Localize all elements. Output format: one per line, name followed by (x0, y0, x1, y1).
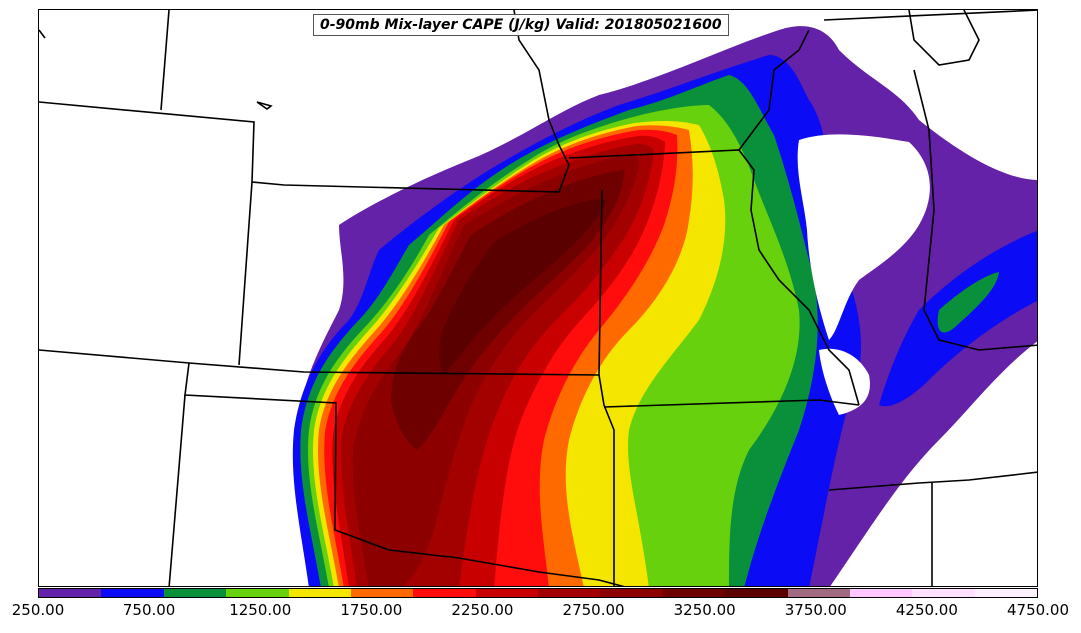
border-line (598, 374, 615, 586)
colorbar-tick-label: 2250.00 (451, 601, 514, 619)
map-title: 0-90mb Mix-layer CAPE (J/kg) Valid: 2018… (313, 14, 729, 36)
border-line (913, 69, 1037, 351)
colorbar-segment (475, 589, 538, 597)
colorbar-segment (849, 589, 913, 597)
colorbar-segment (288, 589, 351, 597)
colorbar-segment (600, 589, 663, 597)
border-line (908, 10, 980, 66)
border-line (256, 101, 273, 110)
colorbar-segment (974, 589, 1037, 597)
colorbar-segment (787, 589, 850, 597)
colorbar-segment (725, 589, 788, 597)
border-line (828, 471, 1037, 491)
colorbar-segment (163, 589, 227, 597)
map-panel (38, 9, 1038, 587)
colorbar-tick-label: 4250.00 (895, 601, 958, 619)
colorbar-segment (226, 589, 289, 597)
border-line (603, 399, 860, 408)
colorbar-segment (662, 589, 726, 597)
colorbar-segment (350, 589, 414, 597)
border-line (184, 362, 625, 586)
border-line (238, 181, 253, 366)
colorbar-tick-label: 250.00 (11, 601, 65, 619)
colorbar-tick-label: 1750.00 (340, 601, 403, 619)
colorbar-tick-label: 3750.00 (784, 601, 847, 619)
colorbar-tick-label: 4750.00 (1006, 601, 1070, 619)
state-boundaries (39, 10, 1037, 586)
colorbar-tick-label: 750.00 (122, 601, 176, 619)
colorbar-tick-label: 3250.00 (673, 601, 736, 619)
colorbar-segment (101, 589, 164, 597)
border-line (39, 29, 46, 39)
border-line (160, 10, 170, 111)
cape-gap-region (797, 134, 930, 340)
border-line (568, 149, 860, 406)
colorbar-segment (39, 589, 102, 597)
border-line (513, 10, 570, 193)
colorbar (38, 588, 1038, 598)
colorbar-segment (538, 589, 601, 597)
colorbar-segment (912, 589, 975, 597)
colorbar-segment (413, 589, 476, 597)
border-line (39, 189, 603, 376)
border-line (823, 10, 1037, 21)
border-line (738, 29, 810, 151)
cape-map (39, 10, 1037, 586)
cape-east-band (937, 272, 999, 333)
colorbar-ticks: 250.00 750.00 1250.00 1750.00 2250.00 2750.00… (0, 601, 1081, 625)
colorbar-tick-label: 1250.00 (229, 601, 292, 619)
cape-contours (292, 26, 1037, 586)
colorbar-tick-label: 2750.00 (562, 601, 625, 619)
border-line (168, 394, 186, 586)
cape-4000-region (439, 199, 607, 375)
